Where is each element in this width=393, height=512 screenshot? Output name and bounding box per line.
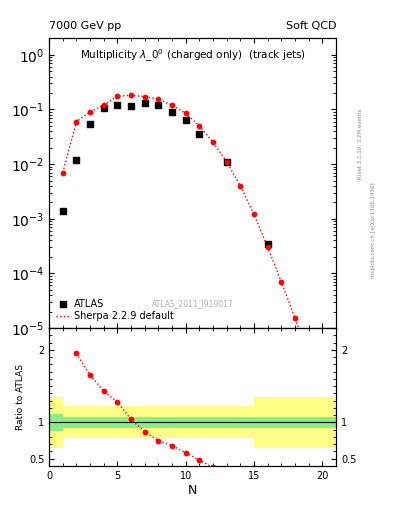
Sherpa 2.2.9 default <box>197 123 202 129</box>
X-axis label: N: N <box>188 483 197 497</box>
Sherpa 2.2.9 default <box>142 94 147 100</box>
Point <box>114 92 121 100</box>
Sherpa 2.2.9 default <box>129 92 134 98</box>
Text: 7000 GeV pp: 7000 GeV pp <box>49 20 121 31</box>
Point <box>319 391 325 399</box>
Point <box>278 278 285 286</box>
Text: Soft QCD: Soft QCD <box>286 20 336 31</box>
Point <box>264 243 271 251</box>
Sherpa 2.2.9 default <box>156 96 161 102</box>
Sherpa 2.2.9 default <box>184 110 188 116</box>
Sherpa 2.2.9 default <box>320 392 325 398</box>
Point <box>169 441 175 450</box>
ATLAS <box>196 130 202 138</box>
Point <box>87 371 93 379</box>
Point <box>196 456 202 464</box>
ATLAS <box>101 104 107 113</box>
Point <box>237 182 244 190</box>
Sherpa 2.2.9 default <box>252 211 256 218</box>
Text: mcplots.cern.ch [arXiv:1306.3436]: mcplots.cern.ch [arXiv:1306.3436] <box>371 183 376 278</box>
Point <box>128 415 134 423</box>
Text: Rivet 3.1.10, 3.2M events: Rivet 3.1.10, 3.2M events <box>358 108 363 179</box>
ATLAS <box>73 156 80 164</box>
Point <box>114 398 121 406</box>
Point <box>292 314 298 323</box>
Legend: ATLAS, Sherpa 2.2.9 default: ATLAS, Sherpa 2.2.9 default <box>54 297 176 323</box>
ATLAS <box>183 116 189 124</box>
Point <box>141 93 148 101</box>
Point <box>183 449 189 457</box>
Sherpa 2.2.9 default <box>265 244 270 250</box>
Point <box>155 436 162 444</box>
Point <box>73 117 80 125</box>
Point <box>73 349 80 357</box>
ATLAS <box>128 102 134 110</box>
Point <box>210 138 216 146</box>
ATLAS <box>155 101 162 109</box>
Point <box>128 91 134 99</box>
ATLAS <box>87 120 93 128</box>
Text: ATLAS_2011_I919017: ATLAS_2011_I919017 <box>152 298 233 308</box>
Sherpa 2.2.9 default <box>238 183 243 189</box>
Point <box>101 101 107 109</box>
Point <box>169 101 175 109</box>
Point <box>155 95 162 103</box>
Point <box>87 108 93 116</box>
Sherpa 2.2.9 default <box>88 109 92 115</box>
Point <box>305 352 312 360</box>
Y-axis label: Ratio to ATLAS: Ratio to ATLAS <box>16 364 25 430</box>
Sherpa 2.2.9 default <box>224 159 229 165</box>
Sherpa 2.2.9 default <box>74 118 79 124</box>
Sherpa 2.2.9 default <box>293 315 298 322</box>
Point <box>101 387 107 395</box>
ATLAS <box>224 158 230 166</box>
Point <box>141 428 148 436</box>
ATLAS <box>114 101 121 109</box>
Sherpa 2.2.9 default <box>61 169 65 176</box>
ATLAS <box>169 108 175 116</box>
Sherpa 2.2.9 default <box>306 353 311 359</box>
Sherpa 2.2.9 default <box>115 93 120 99</box>
Sherpa 2.2.9 default <box>170 102 174 108</box>
Point <box>60 168 66 177</box>
Sherpa 2.2.9 default <box>279 279 284 285</box>
ATLAS <box>141 99 148 108</box>
Text: Multiplicity $\lambda\_0^0$ (charged only)  (track jets): Multiplicity $\lambda\_0^0$ (charged onl… <box>79 47 306 63</box>
Point <box>224 158 230 166</box>
Point <box>196 122 202 130</box>
Line: Sherpa 2.2.9 default: Sherpa 2.2.9 default <box>63 95 322 395</box>
ATLAS <box>60 207 66 215</box>
Point <box>210 463 216 472</box>
Sherpa 2.2.9 default <box>101 102 106 108</box>
Point <box>183 109 189 117</box>
ATLAS <box>264 240 271 248</box>
Point <box>251 210 257 219</box>
Sherpa 2.2.9 default <box>211 139 215 145</box>
